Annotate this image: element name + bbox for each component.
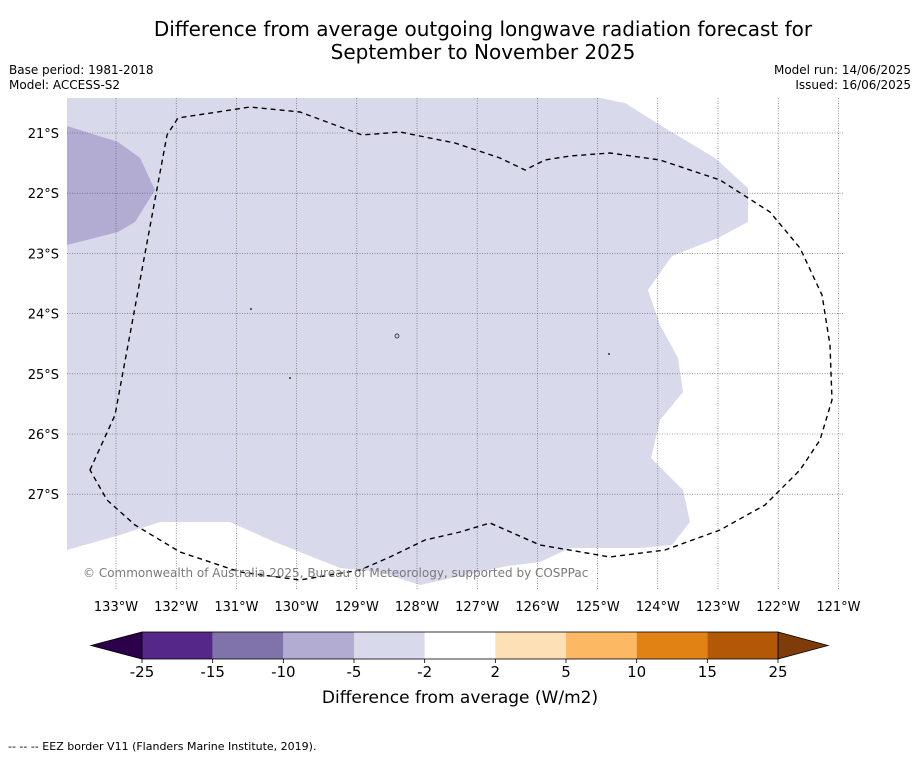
colorbar-tick-label: -5	[347, 663, 362, 681]
longitude-labels: 133°W 132°W 131°W 130°W 129°W 128°W 127°W 126°W…	[94, 600, 861, 615]
meta-right: Model run: 14/06/2025 Issued: 16/06/2025	[774, 63, 911, 93]
colorbar-outline	[141, 631, 779, 660]
longitude-label: 121°W	[816, 600, 860, 615]
colorbar-tick-label: -25	[130, 663, 155, 681]
island-marker	[289, 377, 291, 379]
colorbar-bin	[283, 632, 354, 659]
latitude-label: 27°S	[28, 488, 59, 503]
longitude-label: 126°W	[515, 600, 559, 615]
island-markers	[250, 308, 610, 379]
longitude-label: 133°W	[94, 600, 138, 615]
longitude-label: 128°W	[395, 600, 439, 615]
colorbar-tick-label: 10	[627, 663, 646, 681]
colorbar-bin	[495, 632, 566, 659]
latitude-label: 25°S	[28, 368, 59, 383]
latitude-labels: 21°S 22°S 23°S 24°S 25°S 26°S 27°S	[28, 127, 59, 503]
latitude-label: 22°S	[28, 187, 59, 202]
colorbar-tick-label: 5	[561, 663, 571, 681]
longitude-label: 130°W	[275, 600, 319, 615]
model-name: Model: ACCESS-S2	[9, 78, 121, 92]
longitude-label: 127°W	[455, 600, 499, 615]
model-run: Model run: 14/06/2025	[773, 63, 911, 77]
colorbar-bin	[424, 632, 496, 659]
latitude-label: 26°S	[28, 428, 59, 443]
colorbar-tick-label: -15	[200, 663, 225, 681]
latitude-label: 21°S	[28, 127, 59, 142]
title-line-1: Difference from average outgoing longwav…	[153, 17, 813, 41]
island-marker	[608, 353, 610, 355]
island-marker	[394, 333, 400, 339]
map-title: Difference from average outgoing longwav…	[0, 18, 919, 64]
footer-note: -- -- -- EEZ border V11 (Flanders Marine…	[8, 740, 317, 753]
latitude-label: 24°S	[28, 308, 59, 323]
colorbar-extend-low	[89, 631, 143, 660]
island-marker	[250, 308, 252, 310]
colorbar-label: Difference from average (W/m2)	[322, 688, 598, 708]
anomaly-region-minus5-to-minus10	[67, 126, 155, 245]
longitude-label: 125°W	[576, 600, 620, 615]
eez-border	[89, 106, 833, 581]
latitude-label: 23°S	[28, 247, 59, 262]
colorbar-extend-high	[777, 631, 830, 660]
meta-left: Base period: 1981-2018 Model: ACCESS-S2	[9, 63, 154, 93]
colorbar-tick-label: -10	[271, 663, 296, 681]
longitude-label: 132°W	[154, 600, 198, 615]
copyright-notice: © Commonwealth of Australia 2025, Bureau…	[83, 566, 588, 580]
colorbar-bin	[636, 632, 708, 659]
issued-date: Issued: 16/06/2025	[795, 78, 911, 92]
gridlines	[67, 98, 843, 589]
base-period: Base period: 1981-2018	[9, 63, 154, 77]
longitude-label: 123°W	[696, 600, 740, 615]
colorbar-tick-label: 15	[698, 663, 717, 681]
colorbar-bin	[212, 632, 284, 659]
colorbar-bin	[707, 632, 778, 659]
longitude-label: 122°W	[756, 600, 800, 615]
colorbar-bin	[566, 632, 637, 659]
longitude-label: 131°W	[214, 600, 258, 615]
colorbar-bin	[354, 632, 425, 659]
colorbar-tick-label: 2	[491, 663, 501, 681]
colorbar: -25 -15 -10 -5 -2 2 5 10 15 25	[89, 631, 830, 681]
colorbar-bin	[142, 632, 213, 659]
anomaly-region-minus2-to-minus5	[67, 98, 748, 585]
colorbar-tick-label: -2	[417, 663, 432, 681]
map-area: © Commonwealth of Australia 2025, Bureau…	[67, 98, 843, 589]
longitude-label: 129°W	[335, 600, 379, 615]
longitude-label: 124°W	[636, 600, 680, 615]
title-line-2: September to November 2025	[330, 40, 636, 64]
colorbar-tick-label: 25	[768, 663, 787, 681]
